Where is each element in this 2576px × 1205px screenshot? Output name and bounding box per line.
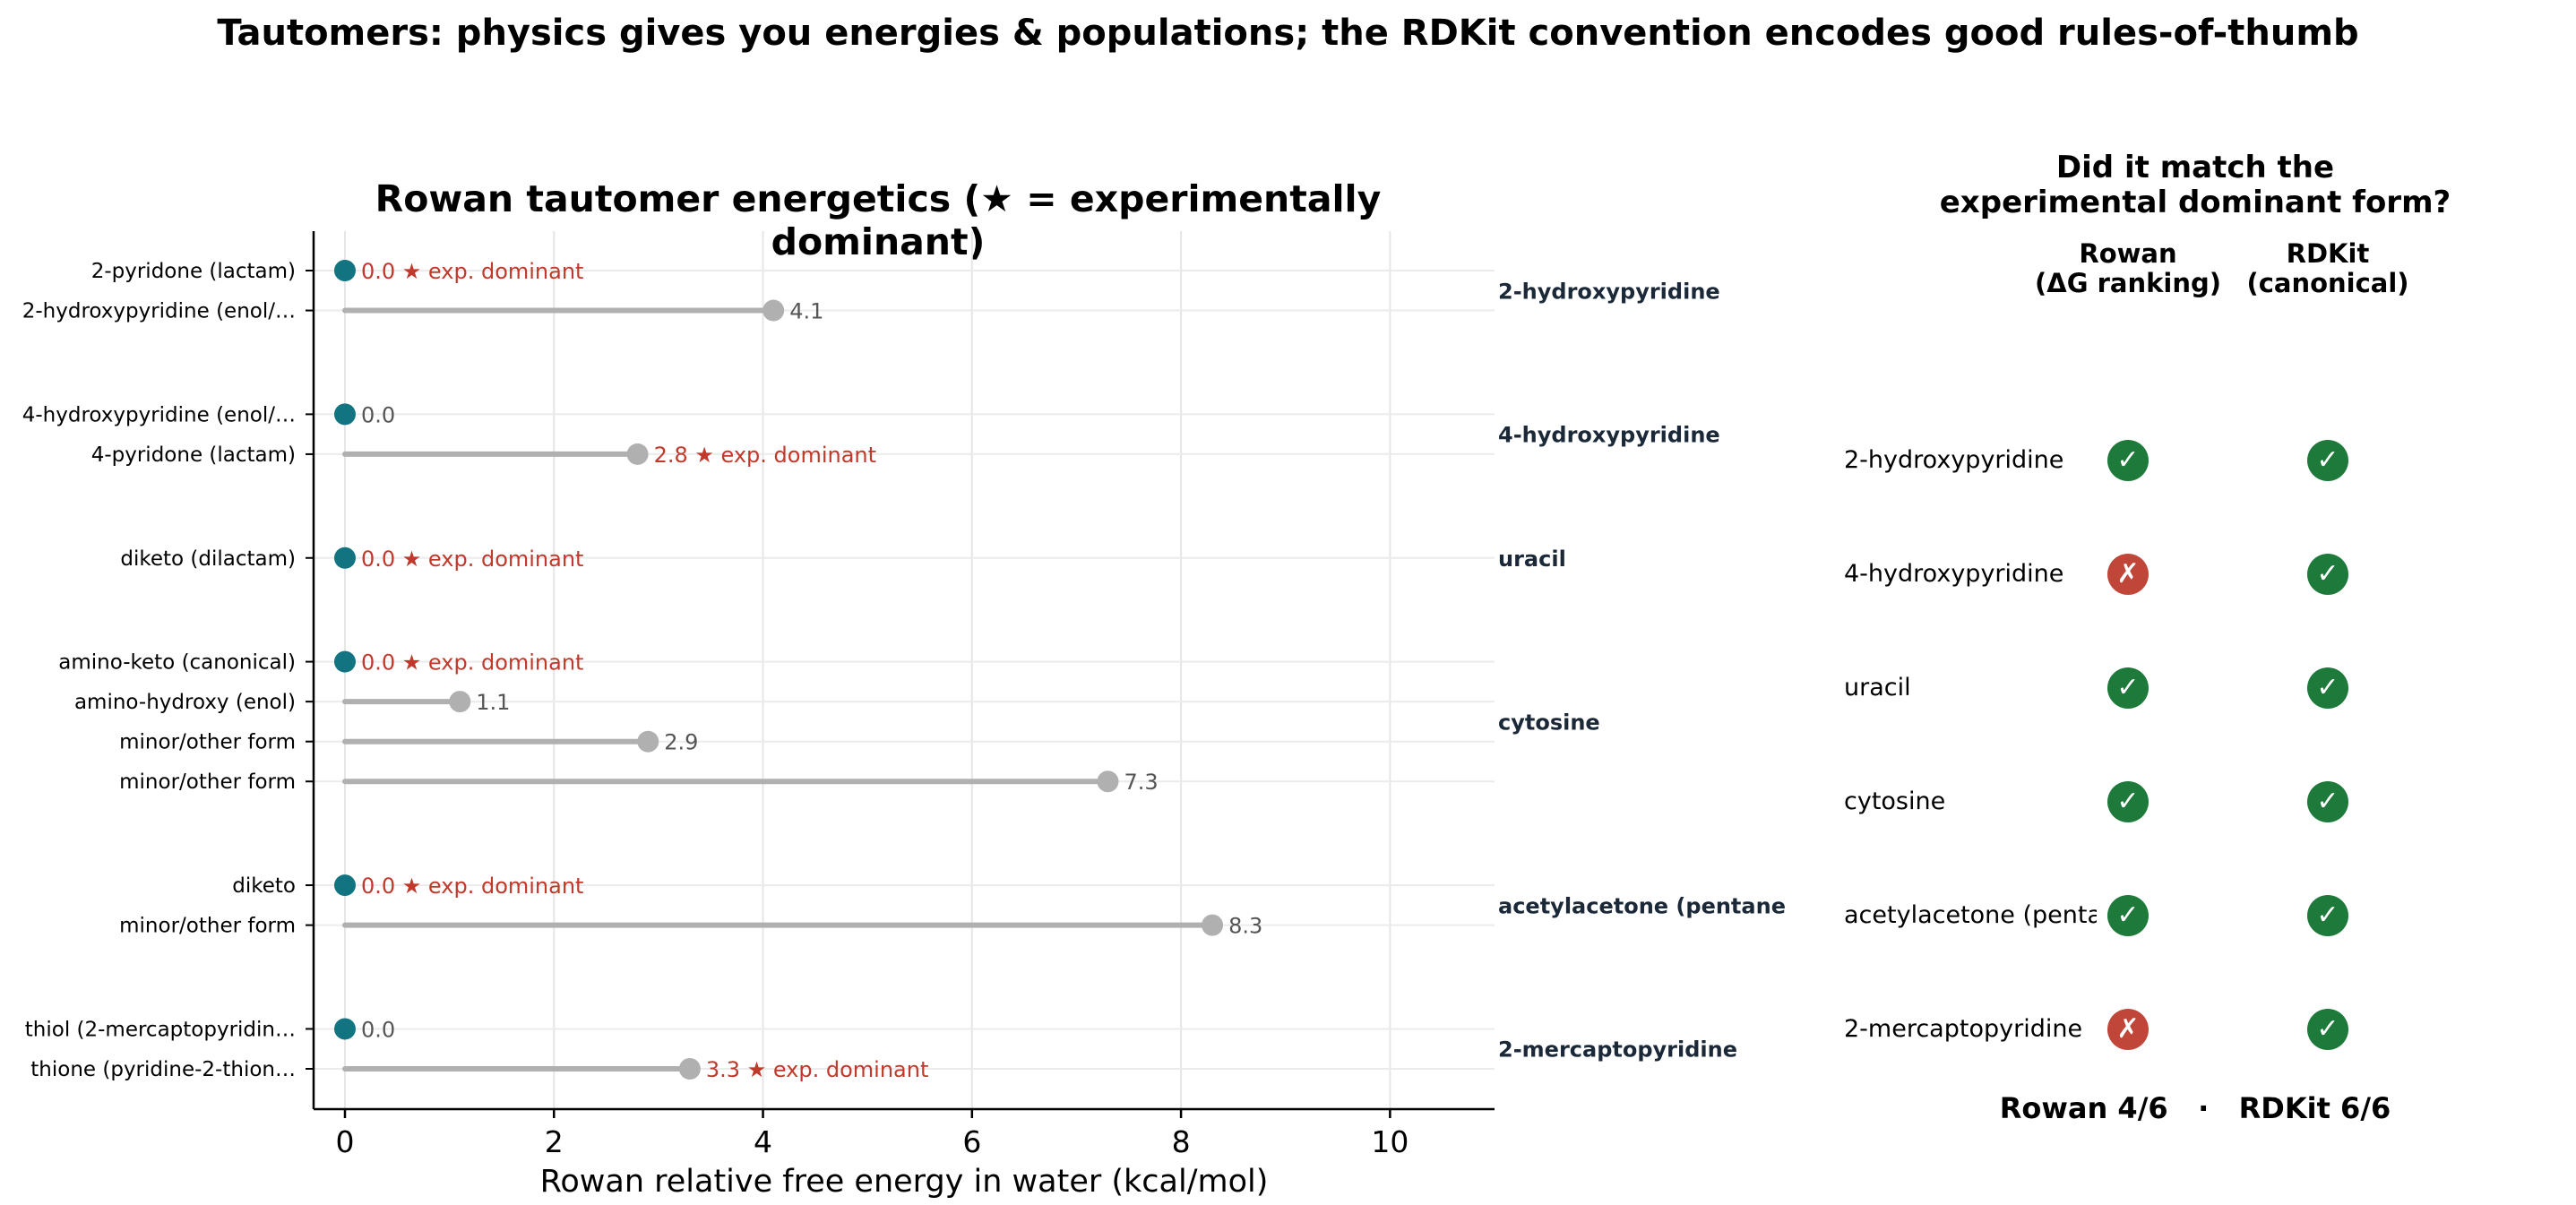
match-row-label: acetylacetone (penta [1844, 901, 2097, 929]
group-label: 2-mercaptopyridine [1498, 1037, 1737, 1063]
value-label: 1.1 [476, 690, 510, 715]
lollipop-point [626, 443, 649, 465]
value-label: 3.3 ★ exp. dominant [706, 1057, 928, 1082]
figure-title: Tautomers: physics gives you energies & … [217, 13, 2359, 54]
match-score: Rowan 4/6 · RDKit 6/6 [1999, 1091, 2391, 1125]
rdkit-header-line2: (canonical) [2246, 268, 2409, 298]
rowan-check-icon: ✓ [2107, 781, 2149, 822]
match-panel-title-line2: experimental dominant form? [1939, 185, 2451, 220]
tautomer-label: amino-hydroxy (enol) [74, 691, 296, 714]
tautomer-label: diketo [232, 874, 296, 898]
tautomer-label: minor/other form [119, 731, 296, 754]
rowan-cross-icon: ✗ [2107, 1009, 2149, 1050]
rdkit-column-header: RDKit (canonical) [2211, 239, 2444, 298]
value-label: 0.0 ★ exp. dominant [361, 874, 583, 899]
tautomer-label: 4-pyridone (lactam) [91, 443, 296, 467]
group-label: acetylacetone (pentane [1498, 893, 1786, 918]
value-label: 4.1 [789, 299, 823, 324]
tautomer-label: amino-keto (canonical) [58, 651, 296, 675]
rdkit-check-icon: ✓ [2307, 554, 2348, 595]
value-label: 7.3 [1124, 770, 1158, 795]
x-tick-label: 8 [1172, 1124, 1191, 1159]
value-label: 0.0 ★ exp. dominant [361, 547, 583, 572]
match-row-label: 4-hydroxypyridine [1844, 560, 2064, 588]
value-label: 0.0 [361, 1017, 395, 1042]
group-label: uracil [1498, 547, 1566, 572]
tautomer-label: 2-pyridone (lactam) [91, 260, 296, 283]
rowan-check-icon: ✓ [2107, 895, 2149, 936]
match-row-label: uracil [1844, 674, 1911, 701]
tautomer-label: minor/other form [119, 915, 296, 938]
lollipop-point [333, 260, 356, 281]
rdkit-header-line1: RDKit [2286, 238, 2370, 269]
value-label: 0.0 ★ exp. dominant [361, 650, 583, 676]
x-axis-label: Rowan relative free energy in water (kca… [540, 1164, 1269, 1200]
lollipop-point [637, 730, 659, 753]
rowan-header-line2: (ΔG ranking) [2035, 268, 2221, 298]
lollipop-point [333, 1018, 356, 1040]
match-row-label: cytosine [1844, 788, 1946, 815]
lollipop-point [1202, 914, 1224, 936]
tautomer-label: diketo (dilactam) [120, 547, 296, 571]
lollipop-point [333, 874, 356, 897]
match-row-label: 2-mercaptopyridine [1844, 1015, 2083, 1043]
value-label: 0.0 ★ exp. dominant [361, 259, 583, 284]
rdkit-check-icon: ✓ [2307, 781, 2348, 822]
rowan-check-icon: ✓ [2107, 667, 2149, 709]
lollipop-point [1097, 770, 1119, 793]
rowan-header-line1: Rowan [2079, 238, 2177, 269]
value-label: 0.0 [361, 402, 395, 427]
lollipop-point [333, 650, 356, 673]
tautomer-label: minor/other form [119, 770, 296, 794]
group-label: 2-hydroxypyridine [1498, 279, 1720, 304]
rdkit-check-icon: ✓ [2307, 440, 2348, 481]
tautomer-label: 4-hydroxypyridine (enol/… [22, 403, 296, 426]
rowan-cross-icon: ✗ [2107, 554, 2149, 595]
tautomer-label: thiol (2-mercaptopyridin… [25, 1018, 296, 1041]
rowan-column-header: Rowan (ΔG ranking) [2012, 239, 2244, 298]
match-row-label: 2-hydroxypyridine [1844, 446, 2064, 474]
rdkit-check-icon: ✓ [2307, 895, 2348, 936]
x-tick-label: 2 [545, 1124, 564, 1159]
x-tick-label: 6 [962, 1124, 981, 1159]
x-tick-label: 10 [1371, 1124, 1409, 1159]
group-label: 4-hydroxypyridine [1498, 423, 1720, 448]
lollipop-point [762, 299, 785, 322]
rowan-check-icon: ✓ [2107, 440, 2149, 481]
value-label: 8.3 [1228, 914, 1262, 939]
chart-title: Rowan tautomer energetics (★ = experimen… [375, 177, 1382, 263]
x-tick-label: 0 [335, 1124, 354, 1159]
lollipop-point [333, 403, 356, 426]
tautomer-label: 2-hydroxypyridine (enol/… [22, 300, 296, 323]
tautomer-label: thione (pyridine-2-thion… [30, 1058, 296, 1081]
rdkit-check-icon: ✓ [2307, 667, 2348, 709]
x-tick-label: 4 [754, 1124, 772, 1159]
value-label: 2.8 ★ exp. dominant [654, 443, 876, 468]
value-label: 2.9 [664, 730, 698, 755]
lollipop-point [678, 1058, 701, 1080]
match-panel-title: Did it match the experimental dominant f… [1819, 151, 2572, 220]
group-label: cytosine [1498, 710, 1600, 735]
lollipop-point [333, 547, 356, 569]
rdkit-check-icon: ✓ [2307, 1009, 2348, 1050]
lollipop-point [449, 691, 471, 713]
match-panel-title-line1: Did it match the [2055, 150, 2335, 185]
